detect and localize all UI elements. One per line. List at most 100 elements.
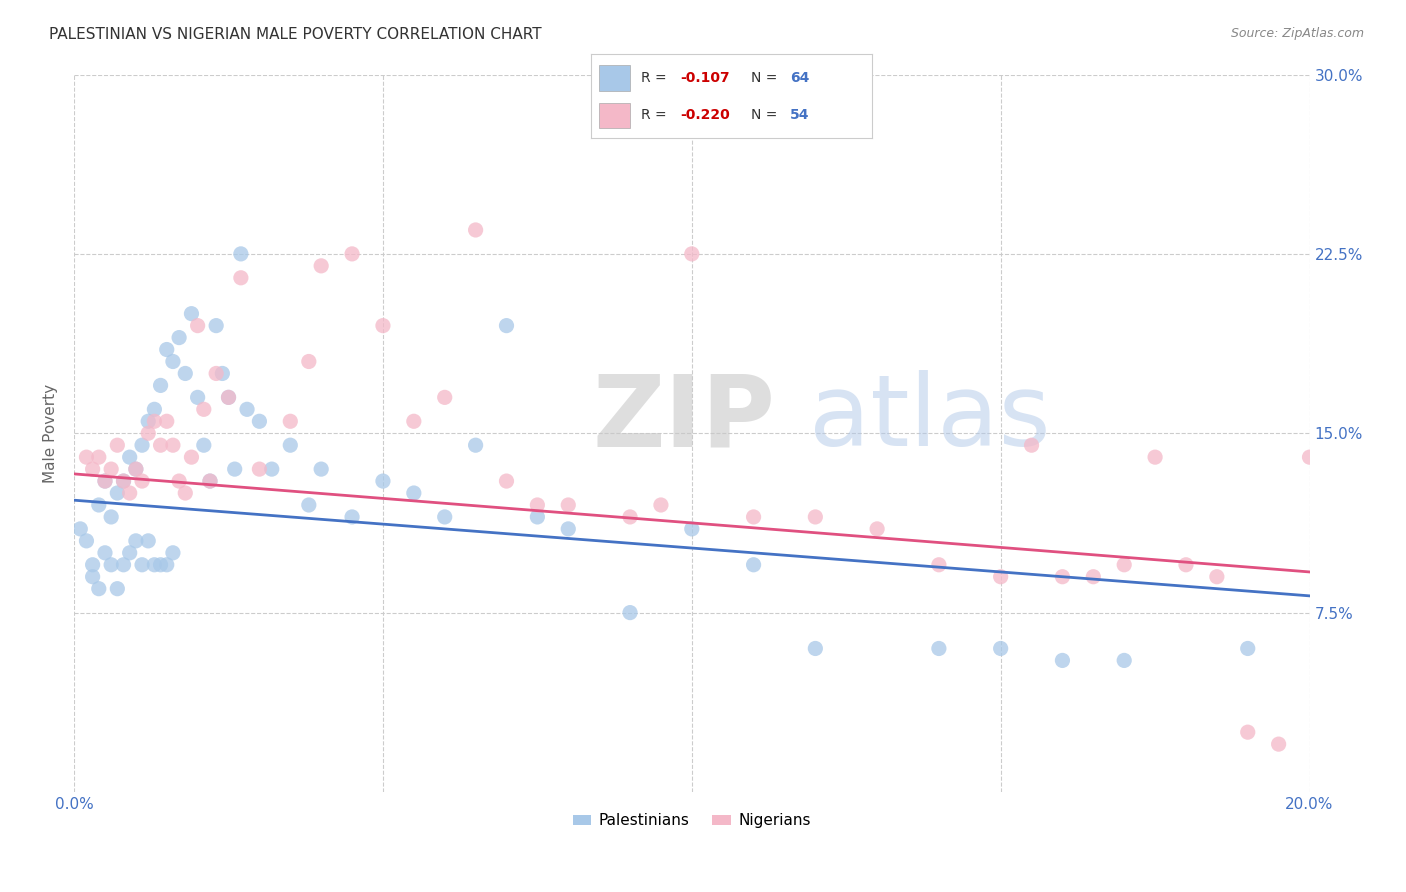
Text: N =: N = <box>751 109 782 122</box>
Point <box>105 438 128 452</box>
Point <box>167 474 190 488</box>
Point <box>278 414 301 428</box>
Point <box>180 307 202 321</box>
Point <box>118 546 141 560</box>
Point <box>1236 725 1258 739</box>
Point <box>131 438 153 452</box>
Point <box>87 582 110 596</box>
Point <box>495 318 517 333</box>
Point <box>402 486 425 500</box>
Point <box>218 390 240 404</box>
Point <box>94 474 117 488</box>
Point <box>205 367 228 381</box>
Point <box>464 223 486 237</box>
Point <box>100 510 122 524</box>
Y-axis label: Male Poverty: Male Poverty <box>44 384 58 483</box>
Point <box>156 558 179 572</box>
Point <box>87 498 110 512</box>
Point <box>298 498 321 512</box>
Point <box>224 462 246 476</box>
Point <box>619 510 641 524</box>
Point <box>82 570 104 584</box>
Point <box>131 474 153 488</box>
Point <box>112 558 135 572</box>
Point <box>1267 737 1289 751</box>
Point <box>229 270 252 285</box>
Point <box>87 450 110 465</box>
Point <box>1298 450 1320 465</box>
Point <box>1205 570 1227 584</box>
Point <box>162 438 184 452</box>
Point <box>112 474 135 488</box>
Point <box>193 402 215 417</box>
Point <box>205 318 228 333</box>
Point <box>371 474 394 488</box>
Point <box>990 641 1012 656</box>
Point <box>278 438 301 452</box>
Text: 64: 64 <box>790 71 810 85</box>
Point <box>198 474 221 488</box>
Point <box>928 641 950 656</box>
Point <box>309 462 332 476</box>
Point <box>218 390 240 404</box>
Point <box>105 486 128 500</box>
Point <box>125 533 148 548</box>
Point <box>193 438 215 452</box>
Point <box>433 390 456 404</box>
Point <box>69 522 91 536</box>
Point <box>211 367 233 381</box>
Point <box>131 558 153 572</box>
Point <box>1052 653 1074 667</box>
Point <box>143 414 166 428</box>
Point <box>100 558 122 572</box>
Legend: Palestinians, Nigerians: Palestinians, Nigerians <box>567 807 817 835</box>
Point <box>198 474 221 488</box>
Point <box>1114 558 1136 572</box>
Point <box>247 462 270 476</box>
Text: -0.220: -0.220 <box>681 109 730 122</box>
Text: atlas: atlas <box>810 370 1050 467</box>
Point <box>433 510 456 524</box>
Point <box>1144 450 1167 465</box>
Point <box>105 582 128 596</box>
Point <box>298 354 321 368</box>
Point <box>402 414 425 428</box>
Text: PALESTINIAN VS NIGERIAN MALE POVERTY CORRELATION CHART: PALESTINIAN VS NIGERIAN MALE POVERTY COR… <box>49 27 541 42</box>
Text: R =: R = <box>641 109 671 122</box>
Point <box>619 606 641 620</box>
Point <box>742 558 765 572</box>
Point <box>174 486 197 500</box>
Point <box>340 510 363 524</box>
Text: Source: ZipAtlas.com: Source: ZipAtlas.com <box>1230 27 1364 40</box>
Point <box>1083 570 1105 584</box>
Point <box>149 558 172 572</box>
Point <box>82 462 104 476</box>
Point <box>143 558 166 572</box>
Point <box>309 259 332 273</box>
Point <box>162 546 184 560</box>
Point <box>136 414 159 428</box>
Point <box>174 367 197 381</box>
Point <box>1175 558 1198 572</box>
Point <box>495 474 517 488</box>
Point <box>681 522 703 536</box>
Point <box>1236 641 1258 656</box>
Point <box>928 558 950 572</box>
Point <box>260 462 283 476</box>
Point <box>650 498 672 512</box>
Text: N =: N = <box>751 71 782 85</box>
Point <box>136 533 159 548</box>
Text: -0.107: -0.107 <box>681 71 730 85</box>
Point <box>464 438 486 452</box>
Point <box>75 533 97 548</box>
Point <box>1114 653 1136 667</box>
Point <box>118 450 141 465</box>
Point <box>100 462 122 476</box>
Point <box>681 247 703 261</box>
Point <box>236 402 259 417</box>
Point <box>149 378 172 392</box>
Point <box>125 462 148 476</box>
FancyBboxPatch shape <box>599 103 630 128</box>
Text: 54: 54 <box>790 109 810 122</box>
Point <box>526 510 548 524</box>
